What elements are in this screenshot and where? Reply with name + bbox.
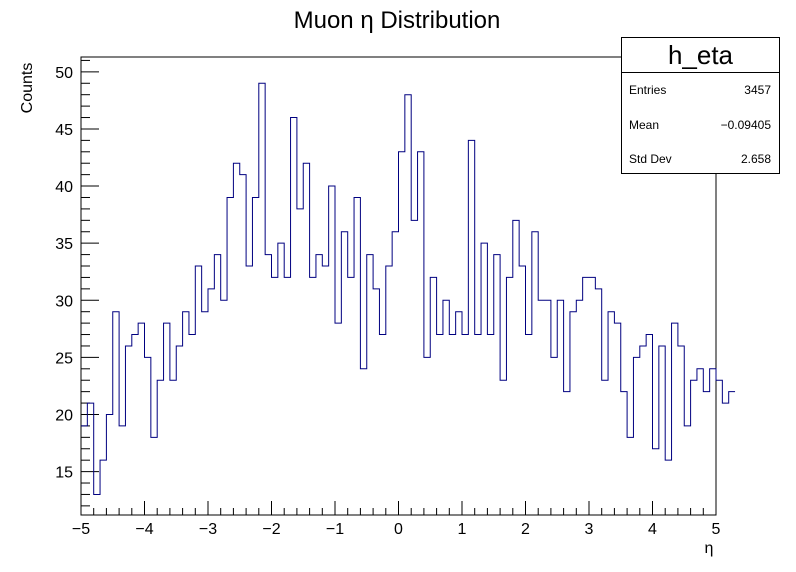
chart-title: Muon η Distribution	[294, 7, 501, 34]
y-axis: 15 20 25 30 35 40 45 50	[55, 59, 99, 507]
x-tick-label: 3	[585, 521, 594, 538]
stats-label: Entries	[629, 83, 667, 97]
stats-value: 2.658	[740, 152, 771, 166]
histogram-line	[81, 82, 736, 495]
stats-row-entries: Entries 3457	[629, 83, 771, 97]
x-tick-label: 0	[394, 521, 403, 538]
x-axis-label: η	[705, 540, 714, 557]
x-tick-label: −3	[199, 521, 217, 538]
y-tick-label: 40	[55, 179, 73, 196]
stats-row-stddev: Std Dev 2.658	[629, 152, 771, 166]
x-tick-label: 2	[521, 521, 530, 538]
x-tick-label: 4	[648, 521, 657, 538]
stats-label: Mean	[629, 118, 660, 132]
x-axis: −5 −4 −3 −2 −1 0 1 2 3 4 5	[72, 501, 721, 538]
stats-title: h_eta	[622, 38, 779, 73]
x-tick-label: −1	[326, 521, 344, 538]
y-tick-label: 20	[55, 407, 73, 424]
y-tick-label: 45	[55, 122, 73, 139]
y-tick-label: 35	[55, 236, 73, 253]
x-tick-label: −5	[72, 521, 90, 538]
y-tick-label: 15	[55, 465, 73, 482]
stats-label: Std Dev	[629, 152, 672, 166]
x-tick-label: −4	[135, 521, 153, 538]
y-tick-label: 50	[55, 65, 73, 82]
stats-row-mean: Mean −0.09405	[629, 118, 771, 132]
stats-value: 3457	[744, 83, 771, 97]
x-tick-label: 1	[458, 521, 467, 538]
y-tick-label: 25	[55, 350, 73, 367]
stats-value: −0.09405	[720, 118, 771, 132]
x-tick-label: −2	[262, 521, 280, 538]
stats-box: h_eta Entries 3457 Mean −0.09405 Std Dev…	[621, 37, 780, 174]
x-tick-label: 5	[712, 521, 721, 538]
y-axis-label: Counts	[19, 63, 36, 114]
y-tick-label: 30	[55, 293, 73, 310]
